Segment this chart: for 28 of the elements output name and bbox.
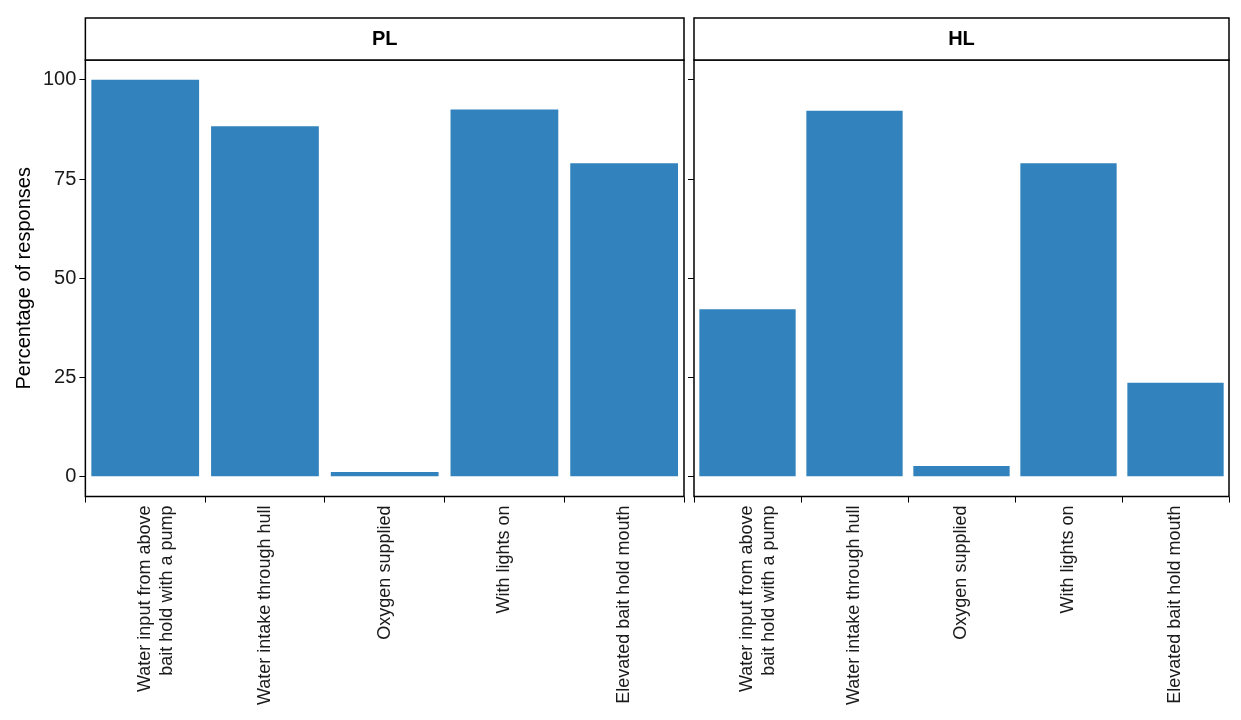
chart-title: PL xyxy=(371,26,398,49)
bar xyxy=(570,163,679,477)
x-tick-label: With lights on xyxy=(1057,505,1078,614)
bar xyxy=(330,471,439,477)
bar xyxy=(806,110,903,477)
bar xyxy=(913,466,1010,477)
y-axis-title: Percentage of responses xyxy=(11,167,34,390)
x-tick-label: Elevated bait hold mouth xyxy=(1164,505,1185,704)
bar xyxy=(699,309,796,477)
x-tick-label: Water intake through hull xyxy=(253,505,274,706)
chart-title: HL xyxy=(948,26,975,49)
y-tick-label: 50 xyxy=(54,265,77,288)
bar xyxy=(450,109,559,477)
y-tick-label: 75 xyxy=(54,166,77,189)
bar xyxy=(1127,382,1224,477)
x-tick-label: Oxygen supplied xyxy=(373,505,394,640)
y-tick-label: 0 xyxy=(65,464,77,487)
x-tick-label: Water input from above bait hold with a pump xyxy=(134,505,176,692)
y-tick-label: 25 xyxy=(54,365,77,388)
bar xyxy=(1020,163,1117,477)
bar xyxy=(91,79,200,477)
x-tick-label: Water intake through hull xyxy=(843,505,864,706)
x-tick-label: Oxygen supplied xyxy=(950,505,971,640)
x-tick-label: With lights on xyxy=(493,505,514,614)
bar xyxy=(211,126,319,477)
y-tick-label: 100 xyxy=(42,67,77,90)
x-tick-label: Water input from above bait hold with a pump xyxy=(736,505,779,692)
x-tick-label: Elevated bait hold mouth xyxy=(613,505,634,704)
